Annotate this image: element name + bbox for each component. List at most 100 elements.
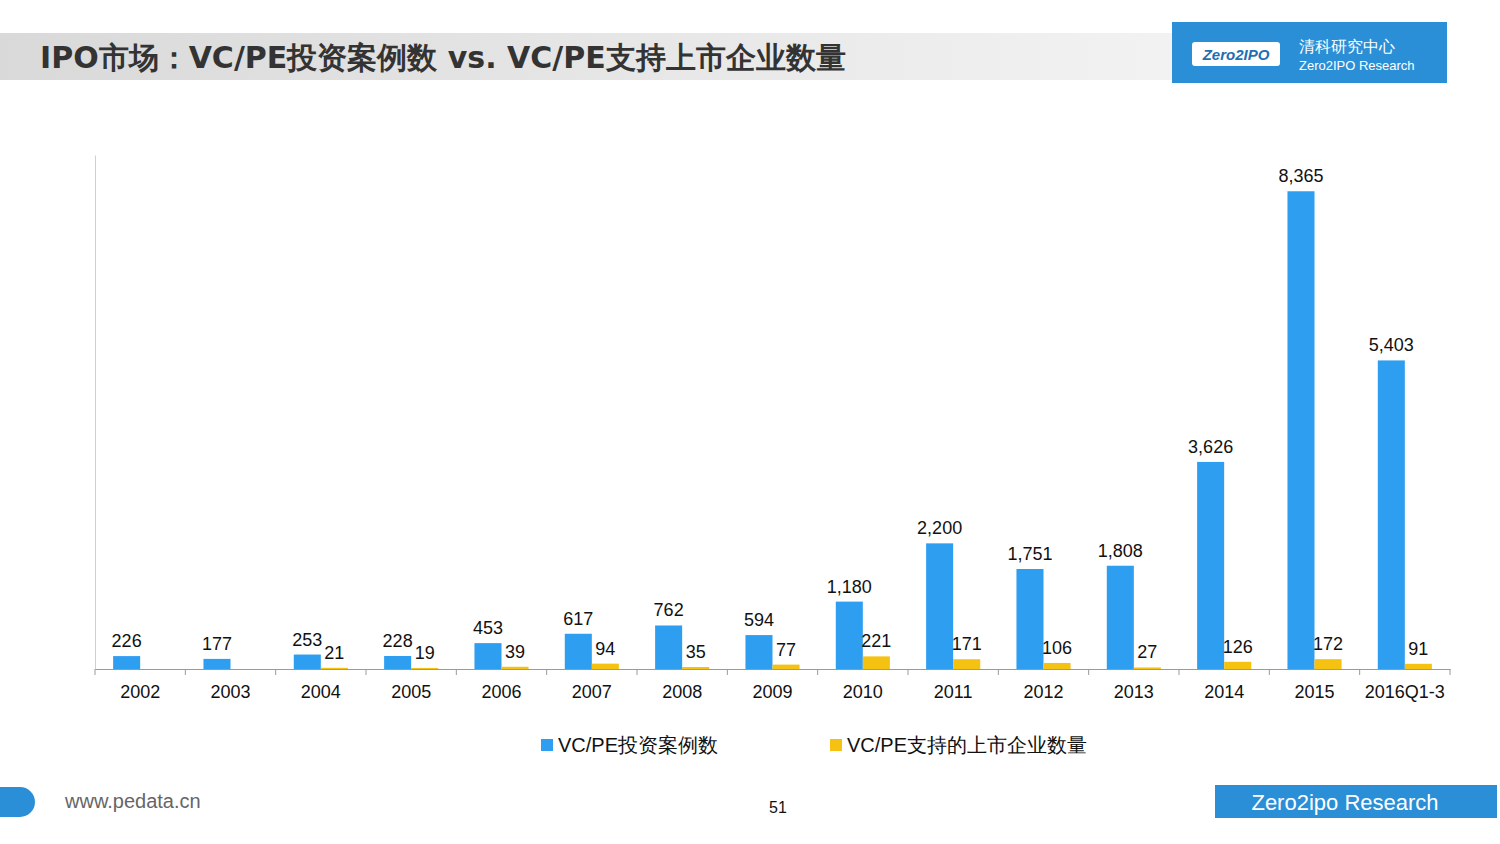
data-label: 106 [1042, 638, 1072, 658]
data-label: 19 [415, 643, 435, 663]
bar [411, 668, 438, 669]
x-tick: 2008 [662, 669, 702, 702]
bar [1378, 360, 1405, 669]
bar [384, 656, 411, 669]
category-separator [817, 669, 818, 675]
category-separator [637, 669, 638, 675]
legend-label: VC/PE投资案例数 [558, 734, 718, 756]
x-tick-label: 2006 [481, 682, 521, 702]
x-tick: 2002 [120, 669, 160, 702]
category-separator [95, 669, 96, 675]
data-label: 617 [563, 609, 593, 629]
chart-title: IPO市场：VC/PE投资案例数 vs. VC/PE支持上市企业数量 [40, 40, 846, 75]
bar [592, 664, 619, 669]
bar [1287, 191, 1314, 669]
data-label: 27 [1137, 642, 1157, 662]
category-separator [727, 669, 728, 675]
category-separator [1269, 669, 1270, 675]
x-tick-label: 2015 [1294, 682, 1334, 702]
bar [294, 655, 321, 669]
x-tick: 2006 [481, 669, 521, 702]
footer-mark [0, 787, 35, 817]
bar [1107, 566, 1134, 669]
bar [502, 667, 529, 669]
x-tick: 2005 [391, 669, 431, 702]
bar [203, 659, 230, 669]
x-tick-label: 2005 [391, 682, 431, 702]
x-tick: 2004 [301, 669, 341, 702]
logo-box [1172, 22, 1447, 83]
logo-mark: Zero2IPO [1202, 46, 1270, 63]
bar [565, 634, 592, 669]
data-label: 594 [744, 610, 774, 630]
x-tick: 2009 [752, 669, 792, 702]
x-tick-label: 2003 [210, 682, 250, 702]
legend-label: VC/PE支持的上市企业数量 [847, 734, 1087, 756]
bar [1197, 462, 1224, 669]
x-tick-label: 2009 [752, 682, 792, 702]
x-tick: 2003 [210, 669, 250, 702]
category-separator [1088, 669, 1089, 675]
data-label: 3,626 [1188, 437, 1233, 457]
data-label: 77 [776, 640, 796, 660]
bar-series [113, 191, 1405, 669]
data-label: 5,403 [1369, 335, 1414, 355]
data-label: 8,365 [1278, 166, 1323, 186]
category-separator [998, 669, 999, 675]
data-label: 126 [1223, 637, 1253, 657]
category-separator [1179, 669, 1180, 675]
category-separator [366, 669, 367, 675]
x-tick: 2014 [1204, 669, 1244, 702]
chart-root: IPO市场：VC/PE投资案例数 vs. VC/PE支持上市企业数量 Zero2I… [0, 0, 1500, 844]
data-label: 1,180 [827, 577, 872, 597]
bar [863, 656, 890, 669]
data-label: 762 [654, 600, 684, 620]
x-tick-label: 2007 [572, 682, 612, 702]
bar [1405, 664, 1432, 669]
bar [773, 665, 800, 669]
x-tick-label: 2013 [1114, 682, 1154, 702]
bar [1224, 662, 1251, 669]
x-tick: 2015 [1294, 669, 1334, 702]
bar [113, 656, 140, 669]
x-tick: 2012 [1023, 669, 1063, 702]
category-separator [456, 669, 457, 675]
bar [926, 543, 953, 669]
data-label: 171 [952, 634, 982, 654]
data-label: 35 [686, 642, 706, 662]
data-label: 21 [324, 643, 344, 663]
bar [655, 625, 682, 669]
x-tick-label: 2010 [843, 682, 883, 702]
bar [836, 602, 863, 669]
data-label: 177 [202, 634, 232, 654]
logo-mark-box [1192, 42, 1280, 66]
bar [953, 659, 980, 669]
legend: VC/PE投资案例数 VC/PE支持的上市企业数量 [541, 734, 1087, 756]
legend-item: VC/PE支持的上市企业数量 [830, 734, 1087, 756]
category-separator [908, 669, 909, 675]
data-labels: 2261772532284536177625941,1802,2001,7511… [112, 166, 1429, 663]
x-tick-label: 2012 [1023, 682, 1063, 702]
x-tick-label: 2011 [934, 682, 973, 702]
footer-brand: Zero2ipo Research [1251, 790, 1438, 815]
bar [1315, 659, 1342, 669]
x-axis: 2002 2003 2004 2005 2006 2007 2008 2009 2010 2011… [95, 669, 1451, 702]
data-label: 39 [505, 642, 525, 662]
x-axis-line [96, 669, 1451, 670]
bar [1044, 663, 1071, 669]
x-tick-label: 2014 [1204, 682, 1244, 702]
bar [745, 635, 772, 669]
x-tick: 2013 [1114, 669, 1154, 702]
title-band [0, 33, 1172, 80]
page-number: 51 [769, 799, 787, 816]
x-tick: 2011 [934, 669, 973, 702]
category-separator [275, 669, 276, 675]
bar [682, 667, 709, 669]
x-tick-label: 2004 [301, 682, 341, 702]
bar [1016, 569, 1043, 669]
legend-swatch [830, 739, 842, 751]
legend-swatch [541, 739, 553, 751]
data-label: 2,200 [917, 518, 962, 538]
bar [321, 668, 348, 669]
data-label: 172 [1313, 634, 1343, 654]
